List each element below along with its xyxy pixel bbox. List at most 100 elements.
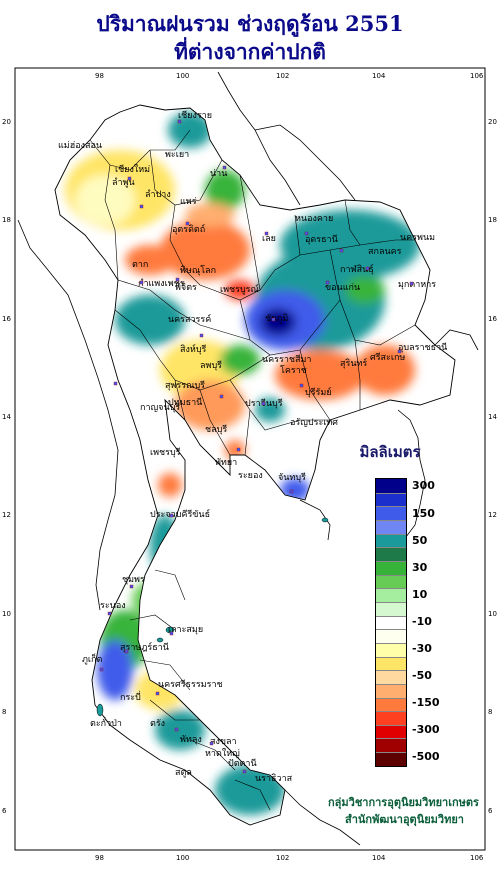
province-label: ศรีสะเกษ: [370, 352, 405, 363]
legend-label: -10: [412, 615, 432, 628]
legend-swatch: [376, 492, 406, 507]
province-label: จันทบุรี: [278, 472, 306, 483]
svg-text:10: 10: [488, 610, 497, 618]
province-label: เลย: [262, 234, 276, 244]
legend-swatch: [376, 533, 406, 548]
province-label: นครศรีธรรมราช: [158, 679, 223, 690]
province-label: สุราษฎร์ธานี: [120, 641, 169, 653]
legend-swatch: [376, 642, 406, 657]
svg-text:98: 98: [95, 854, 104, 862]
province-label: พัทลุง: [180, 735, 202, 745]
province-label: สิงห์บุรี: [180, 343, 207, 355]
province-label: เชียงใหม่: [115, 164, 150, 175]
province-label: เพชรบูรณ์: [220, 283, 259, 295]
province-label: ชุมพร: [122, 575, 145, 585]
neighbour-borders: [17, 71, 479, 846]
legend-swatch: [376, 656, 406, 671]
svg-text:104: 104: [372, 72, 386, 80]
province-labels: เชียงราย แม่ฮ่องสอน เชียงใหม่ พะเยา น่าน…: [58, 110, 447, 784]
svg-text:106: 106: [470, 72, 484, 80]
legend-swatch: [376, 601, 406, 616]
province-label: พัทยา: [215, 458, 237, 468]
province-label: เชียงราย: [178, 110, 212, 121]
svg-text:18: 18: [2, 216, 11, 224]
legend-swatch: [376, 670, 406, 684]
legend-swatch: [376, 724, 406, 739]
province-label: กำแพงเพชร: [138, 278, 185, 289]
province-label: อุบลราชธานี: [398, 342, 447, 353]
province-label: นครราชสีมา: [262, 354, 311, 365]
svg-text:98: 98: [95, 72, 104, 80]
province-label: โคราช: [280, 365, 307, 376]
province-label: บุรีรัมย์: [305, 386, 332, 398]
province-label: สุรินทร์: [340, 357, 367, 369]
svg-text:20: 20: [2, 118, 11, 126]
province-label: เพชรบุรี: [150, 447, 181, 458]
svg-text:102: 102: [276, 72, 289, 80]
svg-text:16: 16: [488, 315, 497, 323]
province-label: กาฬสินธุ์: [340, 263, 374, 275]
province-label: สตูล: [175, 768, 192, 778]
svg-text:16: 16: [2, 315, 11, 323]
province-label: ลพบุรี: [200, 360, 222, 371]
svg-text:6: 6: [488, 807, 493, 815]
svg-text:14: 14: [2, 413, 11, 421]
lon-ticks-top: 98 100 102 104 106: [95, 72, 484, 80]
province-label: น่าน: [210, 169, 227, 179]
legend-swatch: [376, 547, 406, 561]
province-label: ระยอง: [238, 471, 263, 481]
svg-text:8: 8: [488, 708, 492, 716]
svg-text:102: 102: [276, 854, 289, 862]
legend-swatch: [376, 588, 406, 602]
province-label: พิจิตร: [175, 282, 197, 293]
province-label: หาดใหญ่: [205, 748, 240, 759]
legend-swatch: [376, 629, 406, 643]
province-label: ตาก: [132, 260, 148, 270]
legend-swatch: [376, 752, 406, 766]
province-label: อุดรธานี: [305, 234, 338, 245]
province-label: นครสวรรค์: [168, 313, 211, 325]
legend-colorbar: [375, 478, 407, 767]
province-label: หนองคาย: [295, 214, 333, 224]
credit-line-2: สำนักพัฒนาอุตุนิยมวิทยา: [345, 813, 464, 826]
province-label: ลำปาง: [145, 189, 171, 200]
svg-text:12: 12: [2, 511, 11, 519]
legend-swatch: [376, 683, 406, 698]
province-label: นครพนม: [400, 233, 435, 243]
legend-swatch: [376, 506, 406, 520]
legend-swatch: [376, 479, 406, 493]
legend-label: -50: [412, 669, 432, 682]
lat-ticks-right: 20 18 16 14 12 10 8 6: [488, 118, 497, 815]
province-borders: [54, 104, 456, 826]
svg-text:100: 100: [176, 854, 189, 862]
province-label: ระนอง: [100, 601, 126, 611]
province-label: พิษณุโลก: [180, 265, 216, 276]
legend-label: -300: [412, 723, 440, 736]
legend-label: 150: [412, 507, 435, 520]
province-label: แม่ฮ่องสอน: [58, 141, 102, 151]
province-label: ชลบุรี: [205, 424, 227, 435]
province-label: กาญจนบุรี: [140, 402, 180, 413]
svg-text:106: 106: [470, 854, 484, 862]
legend-swatch: [376, 519, 406, 534]
province-label: ประจวบคีรีขันธ์: [150, 508, 210, 520]
province-label: อุตรดิตถ์: [172, 223, 205, 235]
svg-text:14: 14: [488, 413, 497, 421]
svg-text:20: 20: [488, 118, 497, 126]
province-label: เกาะสมุย: [168, 625, 203, 635]
legend-label: 50: [412, 534, 428, 547]
svg-text:104: 104: [372, 854, 386, 862]
svg-text:10: 10: [2, 610, 11, 618]
legend-swatch: [376, 697, 406, 712]
legend-title: มิลลิเมตร: [359, 443, 421, 461]
province-label: กระบี่: [120, 690, 141, 703]
station-markers: [99, 119, 414, 774]
legend-label: 30: [412, 561, 428, 574]
legend-label: 10: [412, 588, 428, 601]
province-label: ลำพูน: [112, 177, 135, 188]
map-title: ปริมาณฝนรวม ช่วงฤดูร้อน 2551: [96, 11, 404, 36]
province-label: แพร่: [180, 197, 197, 207]
lat-ticks-left: 20 18 16 14 12 10 8 6: [2, 118, 11, 815]
svg-text:12: 12: [488, 511, 497, 519]
